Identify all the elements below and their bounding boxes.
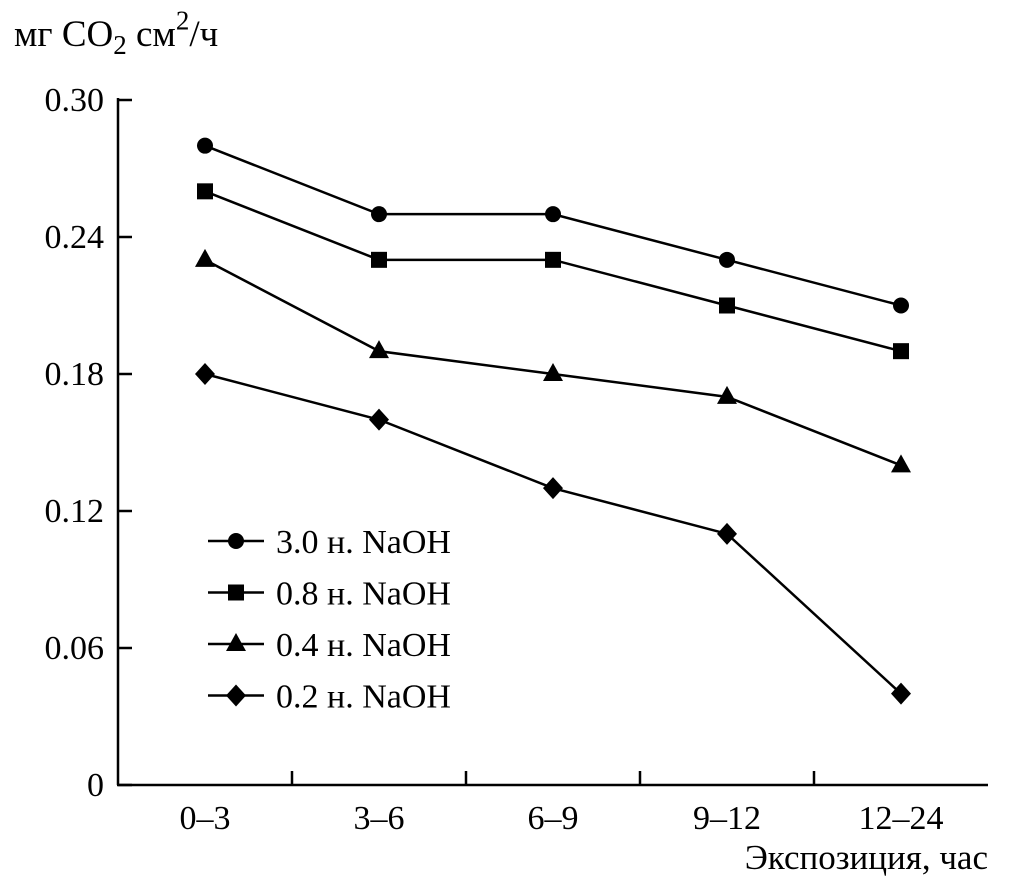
y-tick-label: 0.30 <box>45 82 105 119</box>
diamond-marker <box>717 522 737 545</box>
series-square <box>197 183 909 360</box>
circle-marker <box>197 137 213 154</box>
square-marker <box>893 343 909 360</box>
y-tick-label: 0.06 <box>45 630 105 667</box>
triangle-marker <box>226 633 246 651</box>
x-tick-label: 0–3 <box>180 800 231 837</box>
series-triangle <box>195 248 911 473</box>
x-axis-title: Экспозиция, час <box>745 838 988 877</box>
square-marker <box>228 584 244 601</box>
legend-label: 3.0 н. NaOH <box>276 524 451 561</box>
circle-marker <box>545 206 561 223</box>
diamond-marker <box>891 682 911 705</box>
triangle-marker <box>369 340 389 359</box>
square-marker <box>371 251 387 268</box>
triangle-marker <box>195 248 215 267</box>
diamond-marker <box>543 477 563 500</box>
legend-label: 0.2 н. NaOH <box>276 679 451 716</box>
y-axis-title: мг CO2 см2/ч <box>14 5 218 60</box>
triangle-marker <box>717 385 737 404</box>
x-tick-label: 9–12 <box>693 800 761 837</box>
legend-label: 0.8 н. NaOH <box>276 576 451 613</box>
triangle-marker <box>543 363 563 381</box>
circle-marker <box>719 251 735 268</box>
circle-marker <box>371 206 387 223</box>
y-tick-label: 0.24 <box>45 219 105 256</box>
x-tick-label: 3–6 <box>354 800 405 837</box>
diamond-marker <box>195 363 215 385</box>
diamond-marker <box>369 408 389 431</box>
series-line <box>204 144 902 307</box>
diamond-marker <box>226 684 246 707</box>
circle-marker <box>893 297 909 314</box>
series-circle <box>197 137 909 314</box>
square-marker <box>719 297 735 314</box>
x-tick-label: 12–24 <box>859 800 944 837</box>
y-tick-label: 0.12 <box>45 493 105 530</box>
circle-marker <box>228 533 244 549</box>
y-tick-label: 0 <box>87 767 104 804</box>
legend: 3.0 н. NaOH 0.8 н. NaOH 0.4 н. NaOH 0.2 н. … <box>208 524 451 716</box>
x-tick-label: 6–9 <box>528 800 579 837</box>
series-diamond <box>195 363 911 705</box>
triangle-marker <box>891 454 911 473</box>
y-tick-label: 0.18 <box>45 356 105 393</box>
legend-label: 0.4 н. NaOH <box>276 627 451 664</box>
series-line <box>204 258 902 467</box>
square-marker <box>545 251 561 268</box>
square-marker <box>197 183 213 200</box>
